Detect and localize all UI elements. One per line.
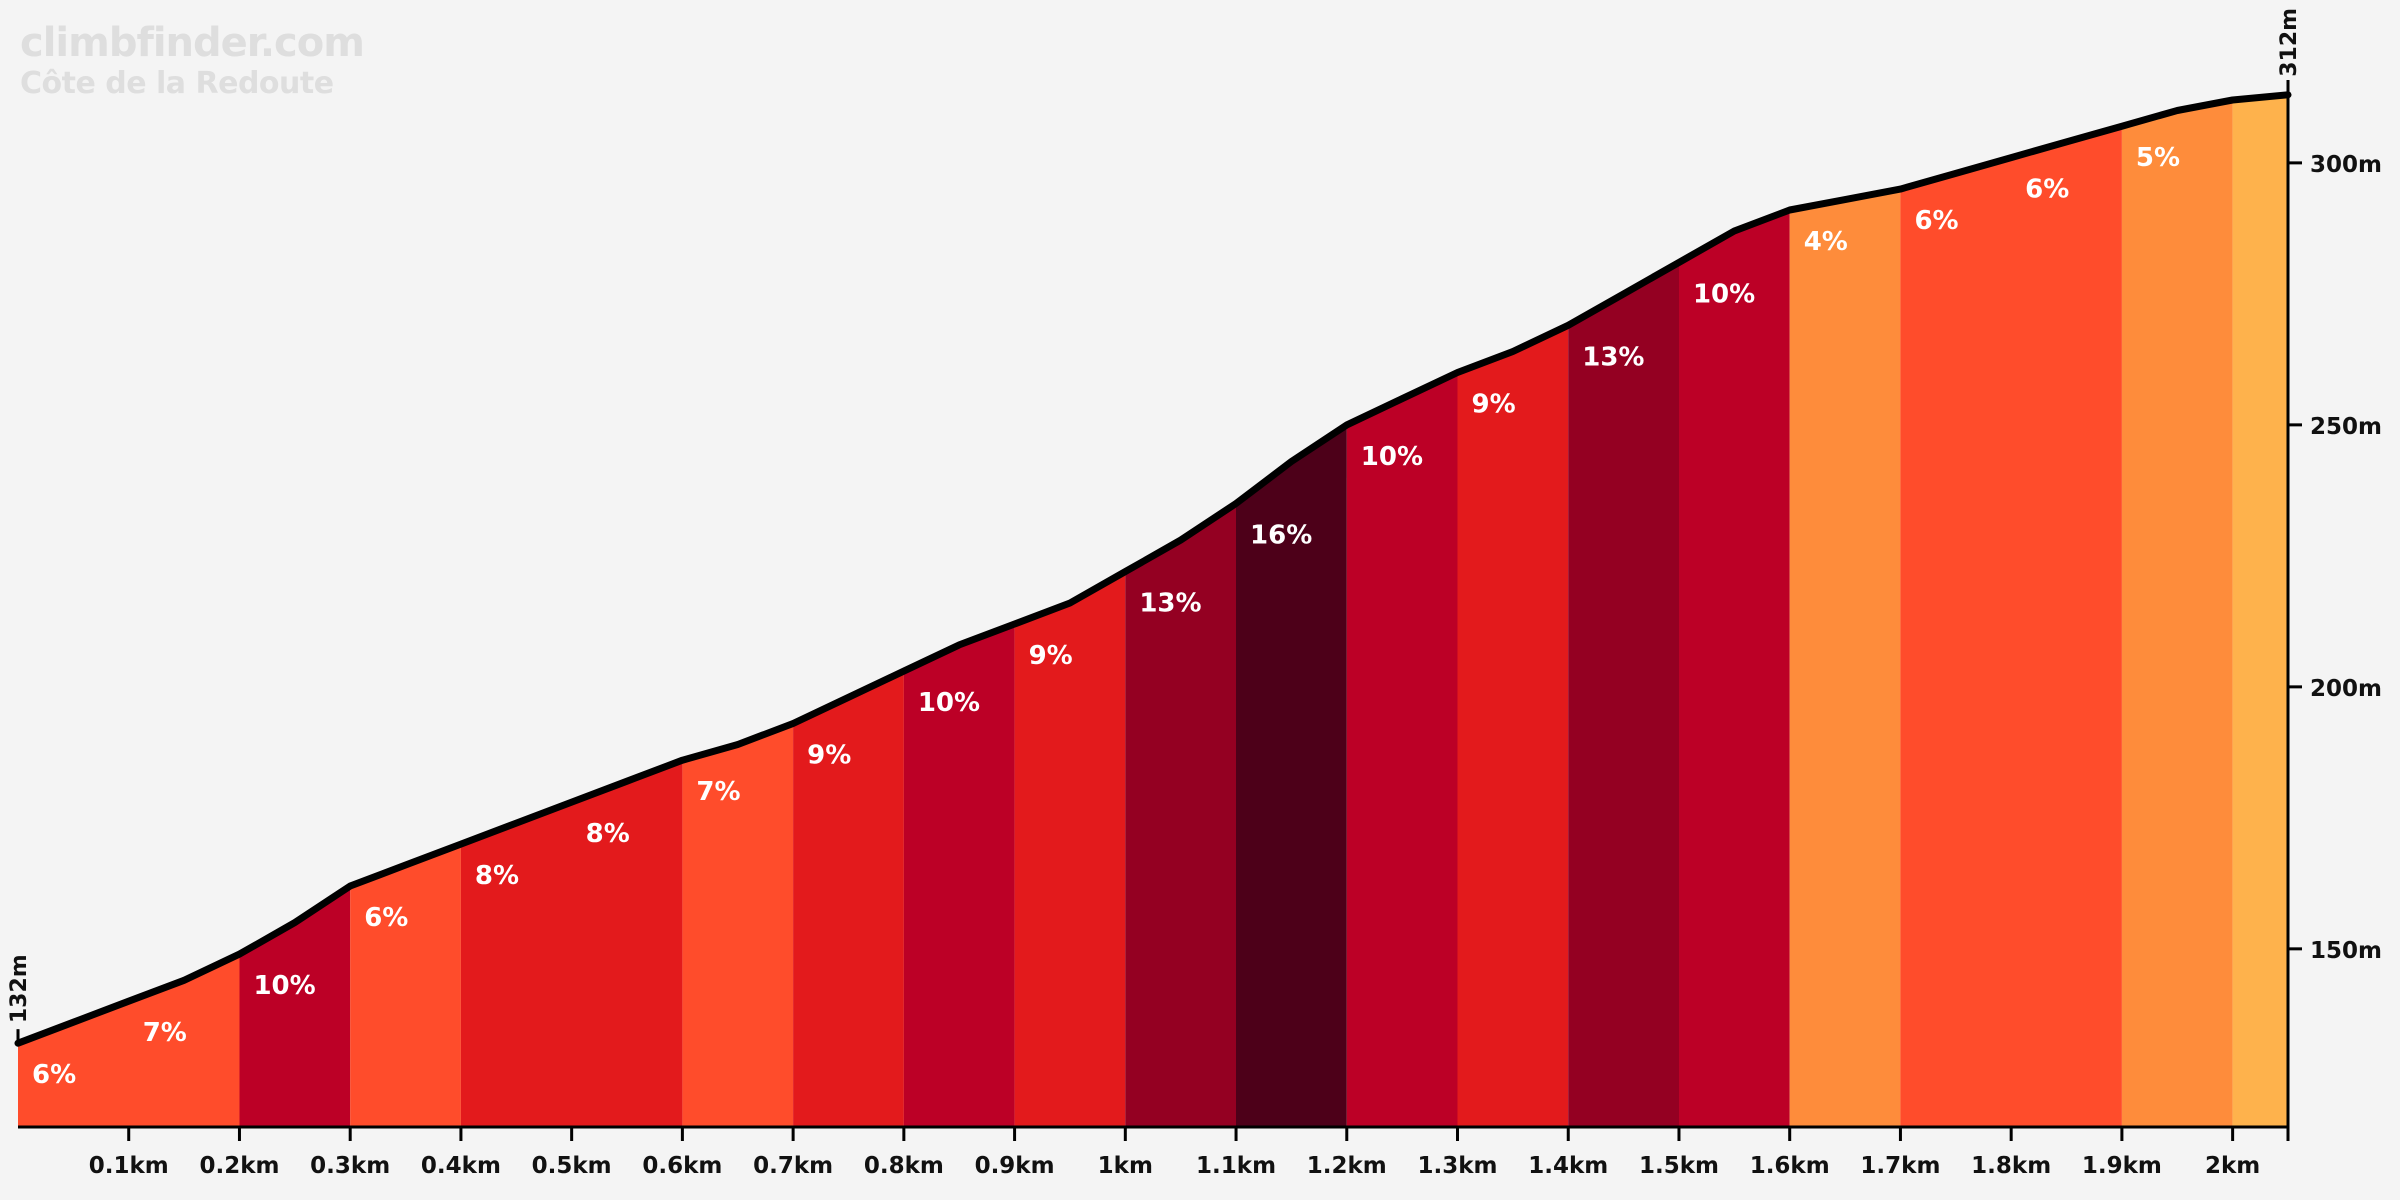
gradient-segment-2	[239, 886, 351, 1127]
gradient-segment-15	[1789, 189, 1901, 1128]
x-tick-label: 1.8km	[1971, 1153, 2051, 1179]
gradient-label-2: 10%	[253, 971, 315, 1001]
gradient-label-1b: 7%	[143, 1018, 187, 1048]
gradient-segment-13	[1568, 262, 1679, 1127]
x-tick-label: 1.6km	[1750, 1153, 1830, 1179]
gradient-label-11: 10%	[1361, 442, 1423, 472]
site-brand: climbfinder.com	[20, 20, 365, 66]
gradient-segment-7	[903, 624, 1015, 1127]
gradient-segment-1	[18, 954, 240, 1127]
y-tick-label: 300m	[2310, 152, 2382, 178]
gradient-label-12: 9%	[1472, 389, 1516, 419]
gradient-label-16b: 6%	[2025, 175, 2069, 205]
gradient-segment-3	[350, 844, 461, 1127]
gradient-segment-5	[682, 723, 794, 1127]
gradient-label-5: 7%	[696, 777, 740, 807]
gradient-segment-6	[793, 671, 904, 1127]
x-tick-label: 1.1km	[1196, 1153, 1276, 1179]
gradient-label-9: 13%	[1139, 589, 1201, 619]
y-tick-label: 200m	[2310, 676, 2382, 702]
climb-title: Côte de la Redoute	[20, 66, 334, 101]
start-altitude-label: 132m	[7, 954, 32, 1023]
gradient-label-3: 6%	[364, 903, 408, 933]
gradient-segment-8	[1014, 571, 1126, 1127]
gradient-segment-12	[1457, 325, 1569, 1127]
gradient-segment-17	[2121, 100, 2233, 1127]
x-tick-label: 0.5km	[532, 1153, 612, 1179]
x-tick-label: 1.3km	[1418, 1153, 1498, 1179]
y-tick-label: 150m	[2310, 938, 2382, 964]
x-tick-label: 0.2km	[199, 1153, 279, 1179]
gradient-label-14: 10%	[1693, 279, 1755, 309]
gradient-label-15: 4%	[1804, 227, 1848, 257]
x-tick-label: 1.9km	[2082, 1153, 2162, 1179]
gradient-label-13: 13%	[1582, 342, 1644, 372]
x-tick-label: 0.8km	[864, 1153, 944, 1179]
gradient-segment-11	[1346, 372, 1458, 1127]
end-altitude-label: 312m	[2277, 8, 2302, 77]
x-tick-label: 0.4km	[421, 1153, 501, 1179]
x-tick-label: 1.5km	[1639, 1153, 1719, 1179]
x-tick-label: 2km	[2205, 1153, 2260, 1179]
profile-line	[14, 91, 2292, 1047]
x-tick-label: 0.3km	[310, 1153, 390, 1179]
x-tick-label: 0.1km	[89, 1153, 169, 1179]
gradient-segment-10	[1236, 424, 1347, 1127]
x-tick-label: 0.7km	[753, 1153, 833, 1179]
gradient-label-16: 6%	[1914, 206, 1958, 236]
x-tick-label: 1.4km	[1528, 1153, 1608, 1179]
gradient-segment-14	[1679, 210, 1790, 1127]
gradient-segment-4	[460, 760, 683, 1127]
gradient-label-4b: 8%	[586, 819, 630, 849]
gradient-label-10: 16%	[1250, 520, 1312, 550]
gradient-segment-18	[2232, 94, 2288, 1127]
x-tick-label: 1km	[1098, 1153, 1153, 1179]
gradient-label-8: 9%	[1029, 641, 1073, 671]
gradient-label-1: 6%	[32, 1060, 76, 1090]
gradient-segment-9	[1125, 503, 1236, 1127]
y-tick-label: 250m	[2310, 414, 2382, 440]
gradient-label-17: 5%	[2136, 143, 2180, 173]
gradient-segment-16	[1900, 126, 2122, 1127]
gradient-label-4: 8%	[475, 861, 519, 891]
gradient-label-6: 9%	[807, 741, 851, 771]
x-tick-label: 0.9km	[975, 1153, 1055, 1179]
x-tick-label: 1.2km	[1307, 1153, 1387, 1179]
x-tick-label: 0.6km	[642, 1153, 722, 1179]
gradient-label-7: 10%	[918, 688, 980, 718]
x-tick-label: 1.7km	[1860, 1153, 1940, 1179]
